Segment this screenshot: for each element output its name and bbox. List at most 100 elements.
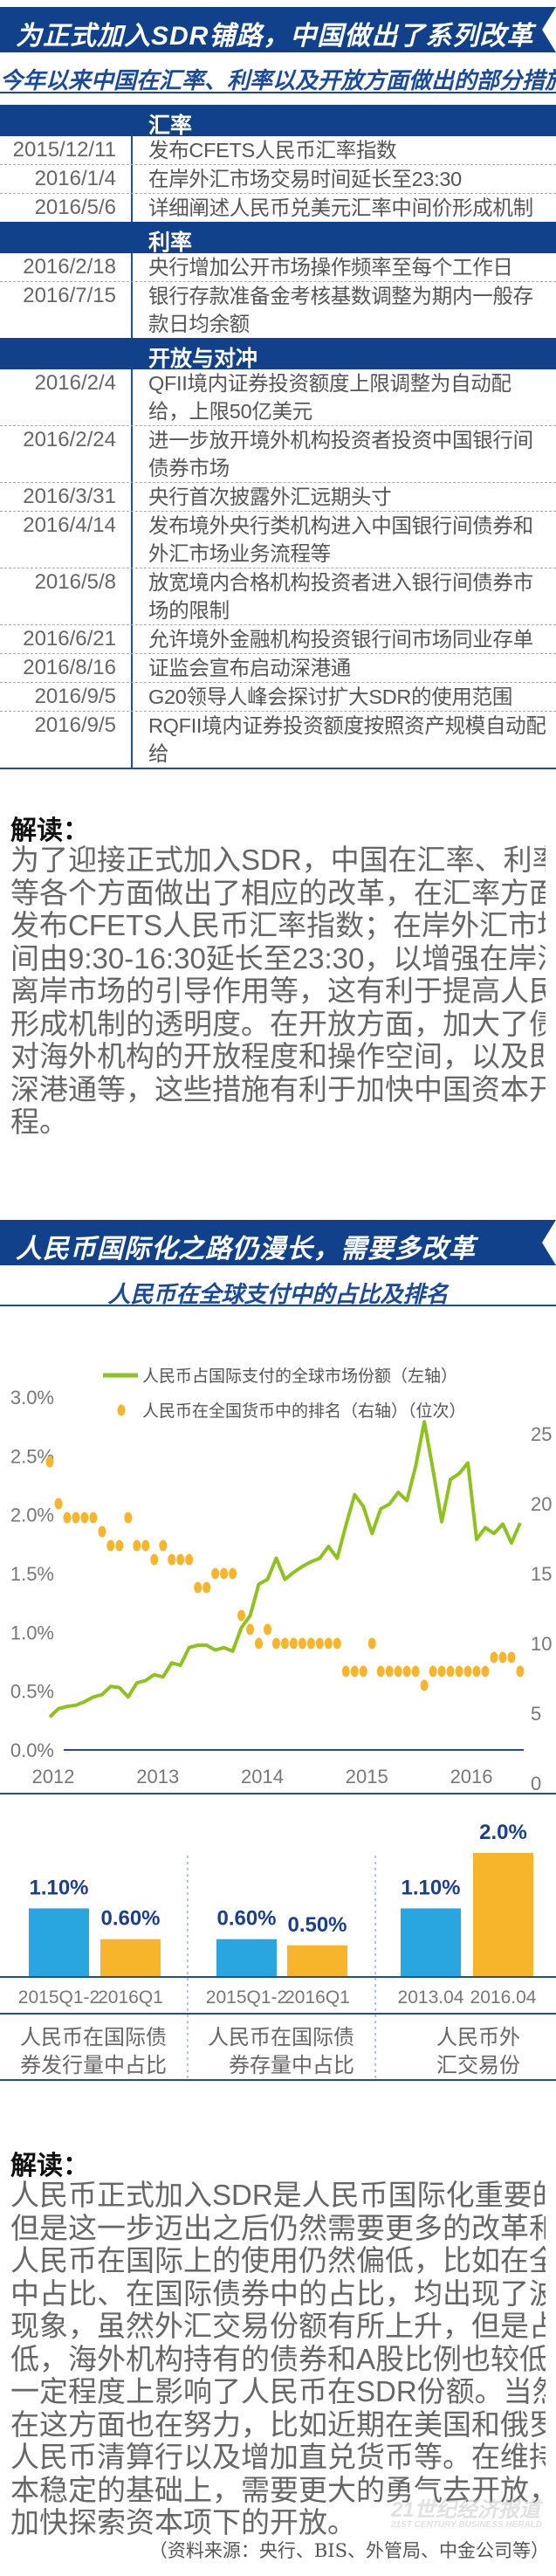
ranking-point <box>429 1665 437 1677</box>
row-measure: 央行首次披露外汇远期头寸 <box>148 486 392 508</box>
section-header-label: 开放与对冲 <box>148 347 258 371</box>
ranking-point <box>420 1679 429 1691</box>
bar <box>216 1939 277 1976</box>
interpretation-text-2: 人民币正式加入SDR是人民币国际化重要的一步，但是这一步迈出之后仍然需要更多的改… <box>10 2179 546 2539</box>
chart-title: 人民币在全球支付中的占比及排名 <box>107 1281 449 1307</box>
bar-value-label: 1.10% <box>29 1876 88 1899</box>
paragraph-line: 人民币在国际上的使用仍然偏低，比如在全球支付 <box>10 2244 546 2276</box>
bar-value-label: 2.0% <box>479 1821 527 1844</box>
bar-value-label: 1.10% <box>401 1876 460 1899</box>
ranking-point <box>341 1665 350 1677</box>
bar <box>401 1908 461 1976</box>
ranking-point <box>150 1553 159 1566</box>
ranking-point <box>280 1637 289 1650</box>
section-header-label: 利率 <box>148 231 193 255</box>
ranking-point <box>516 1665 525 1677</box>
table-row: 2016/2/18 央行增加公开市场操作频率至每个工作日 <box>0 253 556 281</box>
legend-label-ranking: 人民币在全国货币中的排名（右轴）（位次） <box>142 1402 466 1421</box>
ranking-point <box>411 1665 420 1677</box>
payment-share-ranking-chart: 0.0%0.5%1.0%1.5%2.0%2.5%3.0%051015202520… <box>0 1367 556 1794</box>
paragraph-line: 发布CFETS人民币汇率指数；在岸外汇市场交易时 <box>10 909 546 941</box>
bar-value-label: 0.50% <box>287 1913 347 1937</box>
ranking-point <box>289 1637 298 1650</box>
paragraph-line: 一定程度上影响了人民币在SDR份额。当然，中国 <box>10 2375 546 2407</box>
table-row: 2016/1/4 在岸外汇市场交易时间延长至23:30 <box>0 164 556 193</box>
interpretation-label-1: 解读： <box>10 816 89 845</box>
ranking-point <box>133 1539 141 1552</box>
source-note: （资料来源：央行、BIS、外管局、中金公司等） <box>148 2540 549 2561</box>
ranking-point <box>220 1567 229 1580</box>
bar-category-label: 2015Q1-2 <box>206 1987 287 2008</box>
table-bottom-rule <box>0 768 556 769</box>
ranking-point <box>159 1539 168 1552</box>
paragraph-line: 中占比、在国际债券中的占比，均出现了波动下滑 <box>10 2276 546 2310</box>
ranking-point <box>315 1637 324 1650</box>
paragraph-line: 对海外机构的开放程度和操作空间，以及即将推出 <box>10 1040 546 1072</box>
row-measure: 银行存款准备金考核基数调整为期内一般存款日均余额 <box>148 285 533 335</box>
watermark-logo: 21世纪经济报道 21ST CENTURY BUSINESS HERALD <box>391 2498 542 2531</box>
ranking-point <box>237 1609 246 1622</box>
ranking-point <box>324 1637 333 1650</box>
table-row: 2016/2/4 QFII境内证券投资额度上限调整为自动配给，上限50亿美元 <box>0 369 556 425</box>
ranking-point <box>141 1539 150 1552</box>
table-title-underline <box>0 92 556 93</box>
bar <box>473 1853 533 1976</box>
paragraph-line: 间由9:30-16:30延长至23:30，以增强在岸汇率对 <box>10 941 546 975</box>
row-measure: QFII境内证券投资额度上限调整为自动配给，上限50亿美元 <box>148 372 511 423</box>
row-date: 2016/2/24 <box>0 426 133 482</box>
ranking-point <box>45 1456 54 1468</box>
ranking-point <box>63 1512 72 1524</box>
legend-label-share: 人民币占国际支付的全球市场份额（左轴） <box>142 1367 457 1386</box>
ranking-point <box>124 1512 133 1524</box>
table-row: 2016/5/6 详细阐述人民币兑美元汇率中间价形成机制 <box>0 193 556 222</box>
row-date: 2015/12/11 <box>0 136 133 164</box>
paragraph-line: 在这方面也在努力，比如近期在美国和俄罗斯设立 <box>10 2407 546 2441</box>
bar-category-label: 2016.04 <box>470 1987 537 2008</box>
measures-table: 汇率 2015/12/11 发布CFETS人民币汇率指数 2016/1/4 在岸外汇市场… <box>0 105 556 769</box>
ranking-point <box>498 1651 507 1663</box>
x-axis-tick-label: 2013 <box>136 1766 179 1787</box>
paragraph-line: 离岸市场的引导作用等，这有利于提高人民币汇率 <box>10 975 546 1007</box>
bar <box>29 1908 89 1976</box>
row-date: 2016/5/6 <box>0 194 133 222</box>
x-axis-tick-label: 2015 <box>346 1766 388 1787</box>
right-axis-tick-label: 0 <box>531 1773 541 1794</box>
ranking-point <box>463 1665 472 1677</box>
ranking-point <box>385 1665 394 1677</box>
row-measure: 发布境外央行类机构进入中国银行间债券和外汇市场业务流程等 <box>148 514 533 565</box>
table-row: 2016/2/24 进一步放开境外机构投资者投资中国银行间债券市场 <box>0 425 556 482</box>
row-measure: 进一步放开境外机构投资者投资中国银行间债券市场 <box>148 429 533 479</box>
x-axis-tick-label: 2016 <box>450 1766 493 1787</box>
section-header-label: 汇率 <box>148 114 193 138</box>
row-measure: 发布CFETS人民币汇率指数 <box>148 139 397 162</box>
table-row: 2016/4/14 发布境外央行类机构进入中国银行间债券和外汇市场业务流程等 <box>0 511 556 568</box>
left-axis-tick-label: 2.0% <box>10 1505 54 1526</box>
ranking-point <box>437 1665 446 1677</box>
interpretation-text-1: 为了迎接正式加入SDR，中国在汇率、利率、开放等各个方面做出了相应的改革，在汇率… <box>10 844 546 1139</box>
ranking-point <box>350 1665 359 1677</box>
ranking-point <box>264 1623 271 1636</box>
section-header: 开放与对冲 <box>0 338 556 371</box>
ranking-point <box>98 1526 106 1538</box>
row-date: 2016/9/5 <box>0 712 133 768</box>
ranking-point <box>455 1665 463 1677</box>
ranking-point <box>185 1553 194 1566</box>
bar-comparison-charts: 1.10% 2015Q1-2 0.60% 2016Q1 人民币在国际债券发行量中占比 0.… <box>0 1793 556 2081</box>
paragraph-line: 低，海外机构持有的债券和A股比例也较低，这些 <box>10 2342 546 2375</box>
ranking-point <box>472 1665 481 1677</box>
ranking-point <box>115 1539 124 1552</box>
legend-dot-swatch <box>117 1404 126 1416</box>
panel-label: 人民币在国际债券存量中占比 <box>208 2026 354 2077</box>
ranking-point <box>202 1581 211 1594</box>
table-row: 2015/12/11 发布CFETS人民币汇率指数 <box>0 136 556 164</box>
section2-banner-title: 人民币国际化之路仍漫长，需要多改革 <box>16 1235 476 1264</box>
ranking-point <box>89 1512 98 1524</box>
row-date: 2016/1/4 <box>0 165 133 193</box>
paragraph-line: 现象，虽然外汇交易份额有所上升，但是占比偏 <box>10 2310 546 2342</box>
bar-value-label: 0.60% <box>100 1907 160 1931</box>
row-measure: 放宽境内合格机构投资者进入银行间债券市场的限制 <box>148 571 533 622</box>
ranking-point <box>333 1637 341 1650</box>
table-title: 今年以来中国在汇率、利率以及开放方面做出的部分措施 <box>0 67 556 93</box>
x-axis-tick-label: 2014 <box>241 1766 284 1787</box>
row-measure: G20领导人峰会探讨扩大SDR的使用范围 <box>148 685 513 708</box>
